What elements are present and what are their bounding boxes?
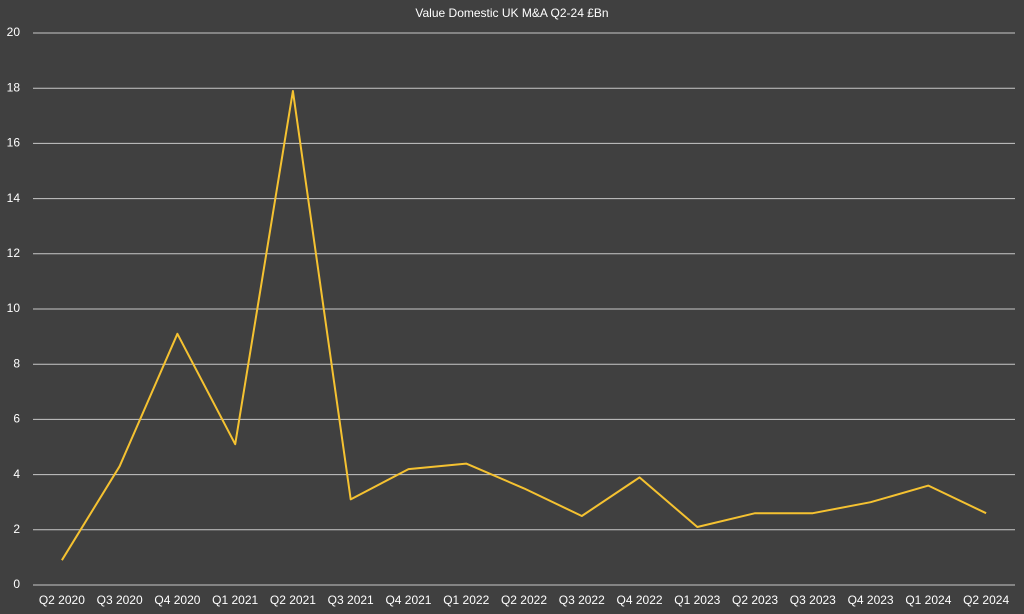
y-tick-label: 6	[13, 412, 20, 426]
x-tick-label: Q4 2022	[617, 593, 663, 607]
x-tick-label: Q2 2021	[270, 593, 316, 607]
y-tick-label: 14	[7, 191, 21, 205]
y-tick-label: 18	[7, 80, 21, 94]
x-tick-label: Q3 2022	[559, 593, 605, 607]
x-tick-label: Q2 2020	[39, 593, 85, 607]
x-tick-label: Q2 2023	[732, 593, 778, 607]
x-tick-label: Q3 2020	[97, 593, 143, 607]
y-tick-label: 8	[13, 356, 20, 370]
x-tick-label: Q4 2023	[848, 593, 894, 607]
data-line	[61, 90, 987, 561]
x-tick-label: Q1 2021	[212, 593, 258, 607]
x-tick-label: Q4 2021	[385, 593, 431, 607]
y-tick-label: 12	[7, 246, 21, 260]
x-tick-label: Q1 2023	[674, 593, 720, 607]
x-tick-label: Q4 2020	[154, 593, 200, 607]
chart-title: Value Domestic UK M&A Q2-24 £Bn	[415, 6, 608, 20]
y-tick-label: 20	[7, 25, 21, 39]
x-tick-label: Q1 2022	[443, 593, 489, 607]
x-tick-label: Q3 2023	[790, 593, 836, 607]
x-tick-label: Q2 2022	[501, 593, 547, 607]
y-tick-label: 2	[13, 522, 20, 536]
y-tick-label: 16	[7, 136, 21, 150]
y-tick-label: 0	[13, 577, 20, 591]
x-tick-label: Q1 2024	[905, 593, 951, 607]
x-tick-label: Q2 2024	[963, 593, 1009, 607]
y-tick-label: 10	[7, 301, 21, 315]
y-tick-label: 4	[13, 467, 20, 481]
x-tick-label: Q3 2021	[328, 593, 374, 607]
